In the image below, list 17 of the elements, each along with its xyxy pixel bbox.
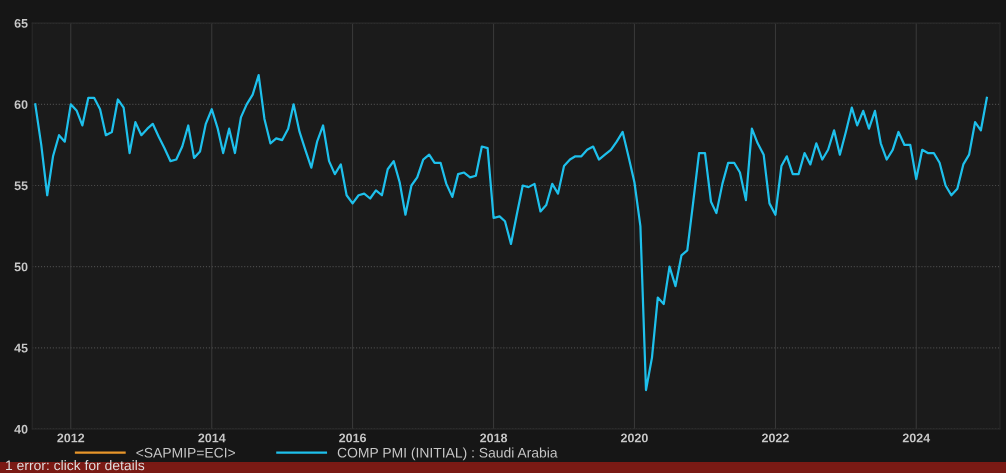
text: 1 error: click for details <box>6 460 145 471</box>
x-tick-label: 2014 <box>198 433 226 443</box>
x-tick-label: 2016 <box>339 433 367 443</box>
x-tick-label: 2020 <box>620 433 648 443</box>
y-tick-label: 65 <box>14 18 28 28</box>
legend-label: COMP PMI (INITIAL) : Saudi Arabia <box>337 447 558 461</box>
x-tick-label: 2018 <box>480 433 508 443</box>
legend-label: <SAPMIP=ECI> <box>136 447 235 458</box>
x-tick-label: 2012 <box>57 433 85 443</box>
x-tick-label: 2022 <box>761 433 789 443</box>
line-series <box>34 74 988 392</box>
y-tick-label: 40 <box>14 424 28 434</box>
x-tick-label: 2024 <box>902 433 931 443</box>
y-tick-label: 45 <box>14 343 28 353</box>
y-tick-label: 50 <box>14 262 28 272</box>
y-tick-label: 60 <box>14 100 28 109</box>
y-tick-label: 55 <box>14 181 28 191</box>
